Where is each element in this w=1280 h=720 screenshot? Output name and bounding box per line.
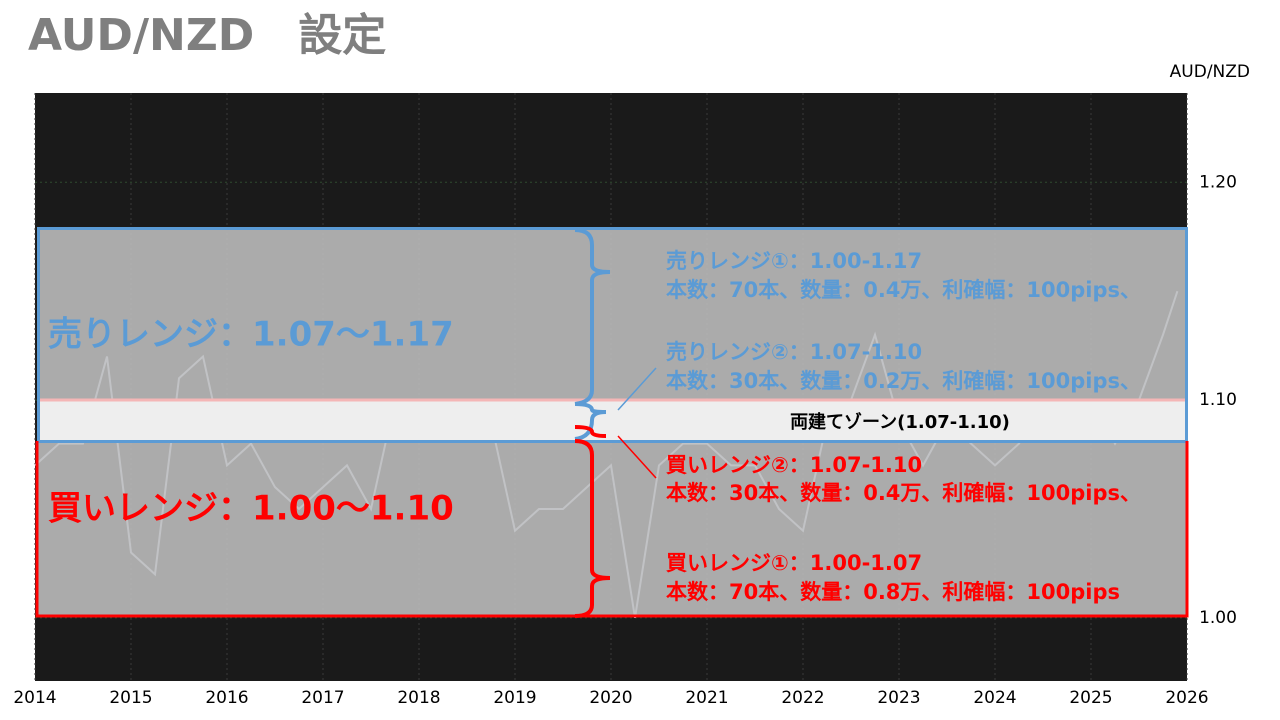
- note: 本数：30本、数量：0.4万、利確幅：100pips、: [666, 481, 1141, 505]
- x-tick-label: 2018: [397, 688, 440, 708]
- x-tick-label: 2015: [109, 688, 152, 708]
- sell-range-label: 売りレンジ：1.07～1.17: [48, 315, 454, 355]
- brace: [574, 228, 611, 406]
- hedge-zone: [37, 401, 1187, 441]
- buy-range-label: 買いレンジ：1.00～1.10: [48, 489, 454, 529]
- note: 買いレンジ②：1.07-1.10: [666, 453, 922, 477]
- brace: [574, 425, 607, 438]
- y-axis-label: AUD/NZD: [1170, 62, 1250, 82]
- brace: [574, 439, 611, 618]
- note: 売りレンジ②：1.07-1.10: [666, 340, 922, 364]
- hedge-zone-label: 両建てゾーン(1.07-1.10): [790, 411, 1010, 433]
- x-tick-label: 2016: [205, 688, 248, 708]
- buy-box: [35, 441, 1189, 618]
- x-tick-label: 2020: [589, 688, 632, 708]
- x-tick-label: 2021: [685, 688, 728, 708]
- note: 買いレンジ①：1.00-1.07: [666, 551, 922, 575]
- sell-box: [37, 227, 1188, 443]
- arrow: [617, 367, 657, 411]
- note: 本数：30本、数量：0.2万、利確幅：100pips、: [666, 369, 1141, 393]
- y-tick-label: 1.10: [1199, 390, 1237, 410]
- note: 売りレンジ①：1.00-1.17: [666, 249, 922, 273]
- x-tick-label: 2026: [1165, 688, 1208, 708]
- y-tick-label: 1.20: [1199, 172, 1237, 192]
- title: AUD/NZD 設定: [28, 10, 386, 61]
- x-tick-label: 2023: [877, 688, 920, 708]
- x-tick-label: 2022: [781, 688, 824, 708]
- x-tick-label: 2025: [1069, 688, 1112, 708]
- note: 本数：70本、数量：0.4万、利確幅：100pips、: [666, 278, 1141, 302]
- y-tick-label: 1.00: [1199, 608, 1237, 628]
- x-tick-label: 2019: [493, 688, 536, 708]
- x-tick-label: 2024: [973, 688, 1016, 708]
- x-tick-label: 2017: [301, 688, 344, 708]
- x-tick-label: 2014: [13, 688, 56, 708]
- note: 本数：70本、数量：0.8万、利確幅：100pips: [666, 580, 1120, 604]
- arrow: [617, 435, 657, 479]
